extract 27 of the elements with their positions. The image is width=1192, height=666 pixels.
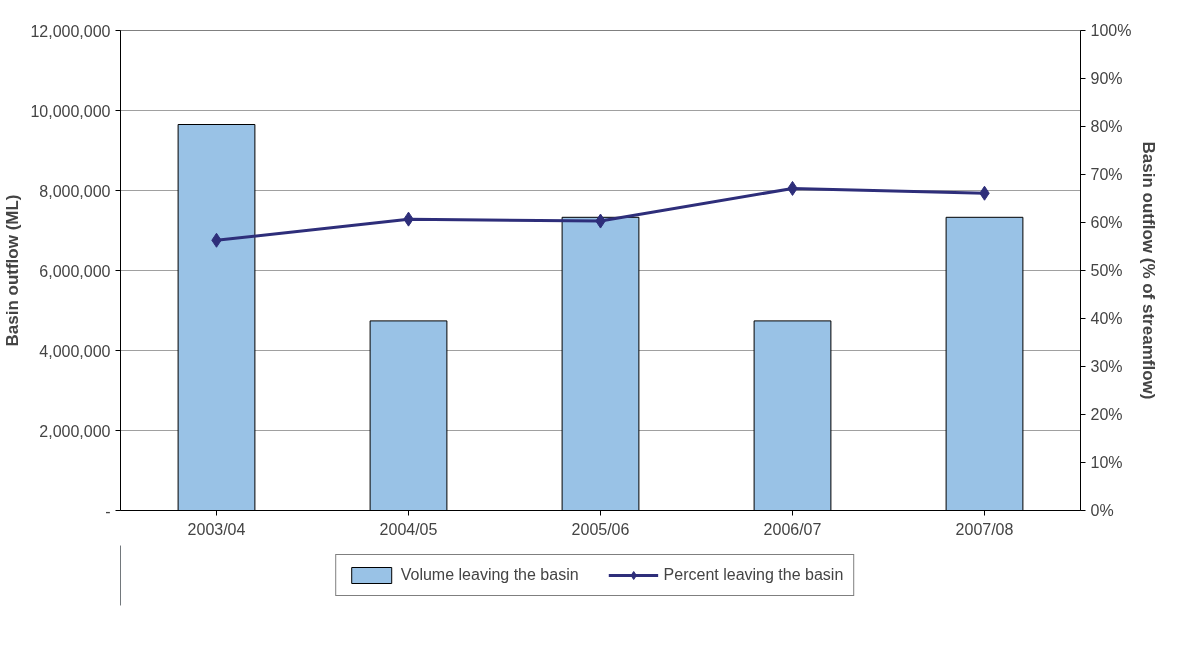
y2-axis-title: Basin outflow (% of streamflow) — [1139, 141, 1159, 400]
y-tick-label: 6,000,000 — [39, 262, 111, 280]
y2-tick-label: 90% — [1090, 70, 1123, 87]
y-tick-label: 4,000,000 — [39, 342, 111, 360]
y-tick-label: 12,000,000 — [30, 22, 111, 40]
y-tick-label: 8,000,000 — [39, 182, 111, 200]
y-tick-label: 2,000,000 — [39, 422, 111, 440]
y2-tick-label: 60% — [1090, 214, 1123, 231]
x-tick-label: 2004/05 — [379, 520, 438, 538]
y2-tick-label: 70% — [1090, 166, 1123, 183]
y-axis-title: Basin outflow (ML) — [3, 194, 23, 347]
legend-label: Volume leaving the basin — [400, 566, 579, 584]
y2-tick-label: 0% — [1090, 502, 1114, 519]
y-tick-label: - — [105, 502, 111, 520]
y2-tick-label: 100% — [1090, 22, 1132, 39]
y2-tick-label: 40% — [1090, 310, 1123, 327]
legend-label: Percent leaving the basin — [663, 566, 844, 584]
x-tick-label: 2005/06 — [571, 520, 630, 538]
x-tick-label: 2003/04 — [187, 520, 246, 538]
y2-tick-label: 50% — [1090, 262, 1123, 279]
y-tick-label: 10,000,000 — [30, 102, 111, 120]
y2-tick-label: 20% — [1090, 406, 1123, 423]
y2-tick-label: 30% — [1090, 358, 1123, 375]
y2-tick-label: 80% — [1090, 118, 1123, 135]
y2-tick-label: 10% — [1090, 454, 1123, 471]
x-tick-label: 2006/07 — [763, 520, 822, 538]
x-tick-label: 2007/08 — [955, 520, 1014, 538]
